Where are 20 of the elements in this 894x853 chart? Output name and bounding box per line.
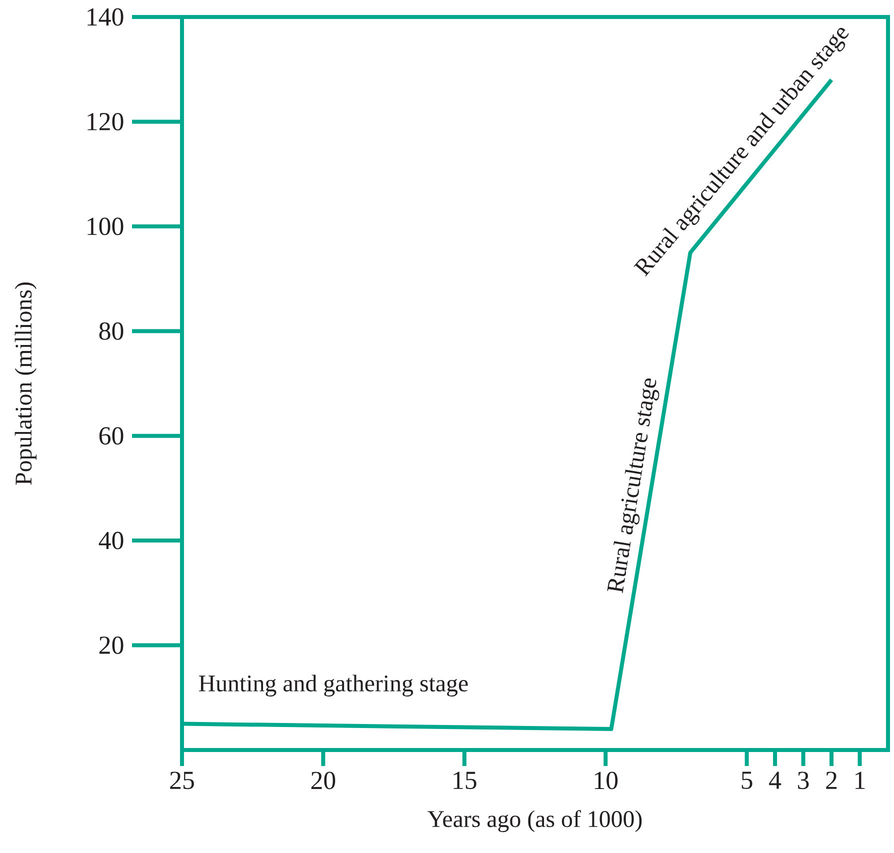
x-tick-label: 3 — [798, 772, 809, 790]
x-tick-label: 25 — [170, 772, 194, 790]
y-tick-label: 20 — [99, 636, 124, 654]
y-tick-label: 80 — [99, 322, 124, 340]
y-tick-label: 60 — [99, 427, 124, 445]
x-tick-label: 5 — [742, 772, 752, 789]
y-tick-label: 120 — [88, 112, 124, 130]
annotation: Hunting and gathering stage — [199, 674, 468, 696]
x-tick-label: 15 — [454, 772, 476, 790]
x-tick-label: 20 — [311, 772, 336, 790]
x-axis-title: Years ago (as of 1000) — [428, 810, 642, 832]
x-tick-label: 1 — [856, 772, 865, 789]
x-tick-label: 4 — [769, 772, 782, 789]
x-tick-label: 2 — [826, 772, 837, 789]
annotation: Rural agriculture stage — [607, 378, 660, 594]
x-tick-label: 10 — [594, 772, 618, 790]
y-axis-title: Population (millions) — [14, 282, 37, 485]
y-tick-label: 100 — [88, 218, 124, 236]
y-tick-label: 40 — [98, 532, 124, 550]
y-tick-label: 140 — [88, 8, 124, 26]
